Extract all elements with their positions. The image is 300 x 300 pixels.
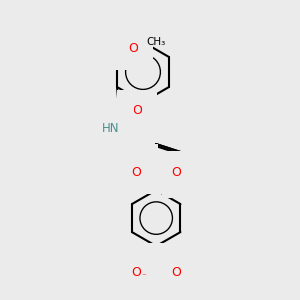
Text: S: S bbox=[152, 166, 160, 178]
Text: S: S bbox=[135, 158, 143, 172]
Text: O: O bbox=[131, 166, 141, 178]
Text: O: O bbox=[131, 266, 141, 279]
Text: O: O bbox=[132, 104, 142, 118]
Text: CH₃: CH₃ bbox=[146, 37, 165, 47]
Text: ⁻: ⁻ bbox=[141, 273, 146, 282]
Text: N: N bbox=[177, 170, 187, 183]
Text: O: O bbox=[128, 41, 138, 55]
Text: ⁺: ⁺ bbox=[161, 258, 166, 267]
Text: O: O bbox=[171, 166, 181, 178]
Text: O: O bbox=[171, 266, 181, 279]
Text: N: N bbox=[152, 258, 161, 271]
Text: HN: HN bbox=[102, 122, 120, 136]
